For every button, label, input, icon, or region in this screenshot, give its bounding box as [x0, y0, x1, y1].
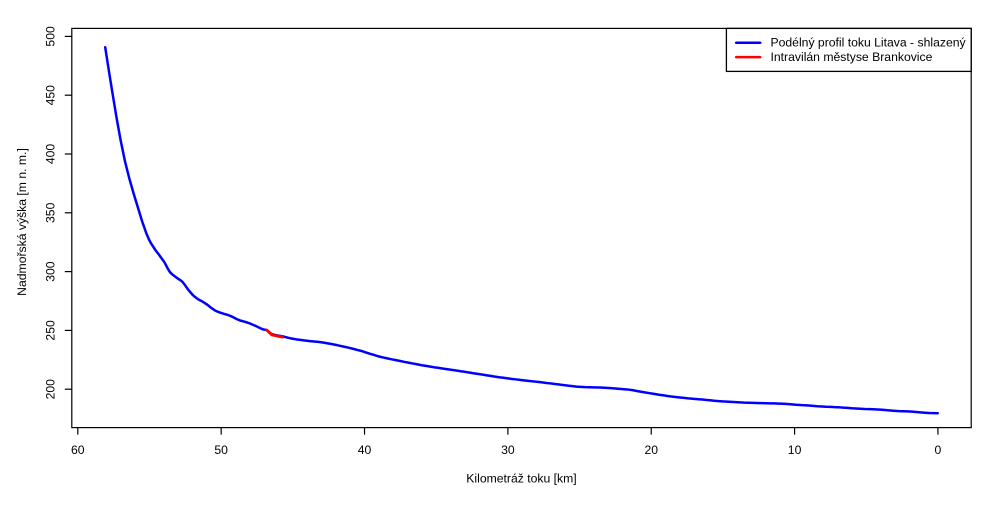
series-line-1	[265, 328, 285, 339]
y-tick-label: 200	[44, 379, 58, 400]
plot-box	[71, 27, 972, 429]
x-tick-label: 20	[644, 443, 658, 457]
y-tick-label: 500	[44, 26, 58, 47]
x-tick-label: 10	[788, 443, 802, 457]
y-axis-title: Nadmořská výška [m n. m.]	[15, 148, 29, 296]
axes-layer: 60 50 40 30 20 10 0 200 250 300 350 400 450 500	[44, 26, 972, 457]
y-tick-label: 250	[44, 320, 58, 341]
y-tick-label: 300	[44, 261, 58, 282]
x-tick-label: 30	[501, 443, 515, 457]
x-axis-title: Kilometráž toku [km]	[466, 472, 576, 486]
x-tick-label: 0	[935, 443, 942, 457]
legend-box	[725, 27, 972, 73]
x-tick-label: 40	[358, 443, 372, 457]
series-line-0	[103, 45, 940, 415]
legend-label-1: Intravilán městyse Brankovice	[771, 50, 933, 64]
y-tick-label: 450	[44, 85, 58, 106]
y-tick-label: 350	[44, 202, 58, 223]
x-tick-label: 50	[214, 443, 228, 457]
series-layer	[103, 45, 940, 415]
x-tick-label: 60	[71, 443, 85, 457]
y-tick-label: 400	[44, 144, 58, 165]
legend: Podélný profil toku Litava - shlazenýInt…	[725, 27, 972, 73]
legend-label-0: Podélný profil toku Litava - shlazený	[771, 36, 967, 50]
